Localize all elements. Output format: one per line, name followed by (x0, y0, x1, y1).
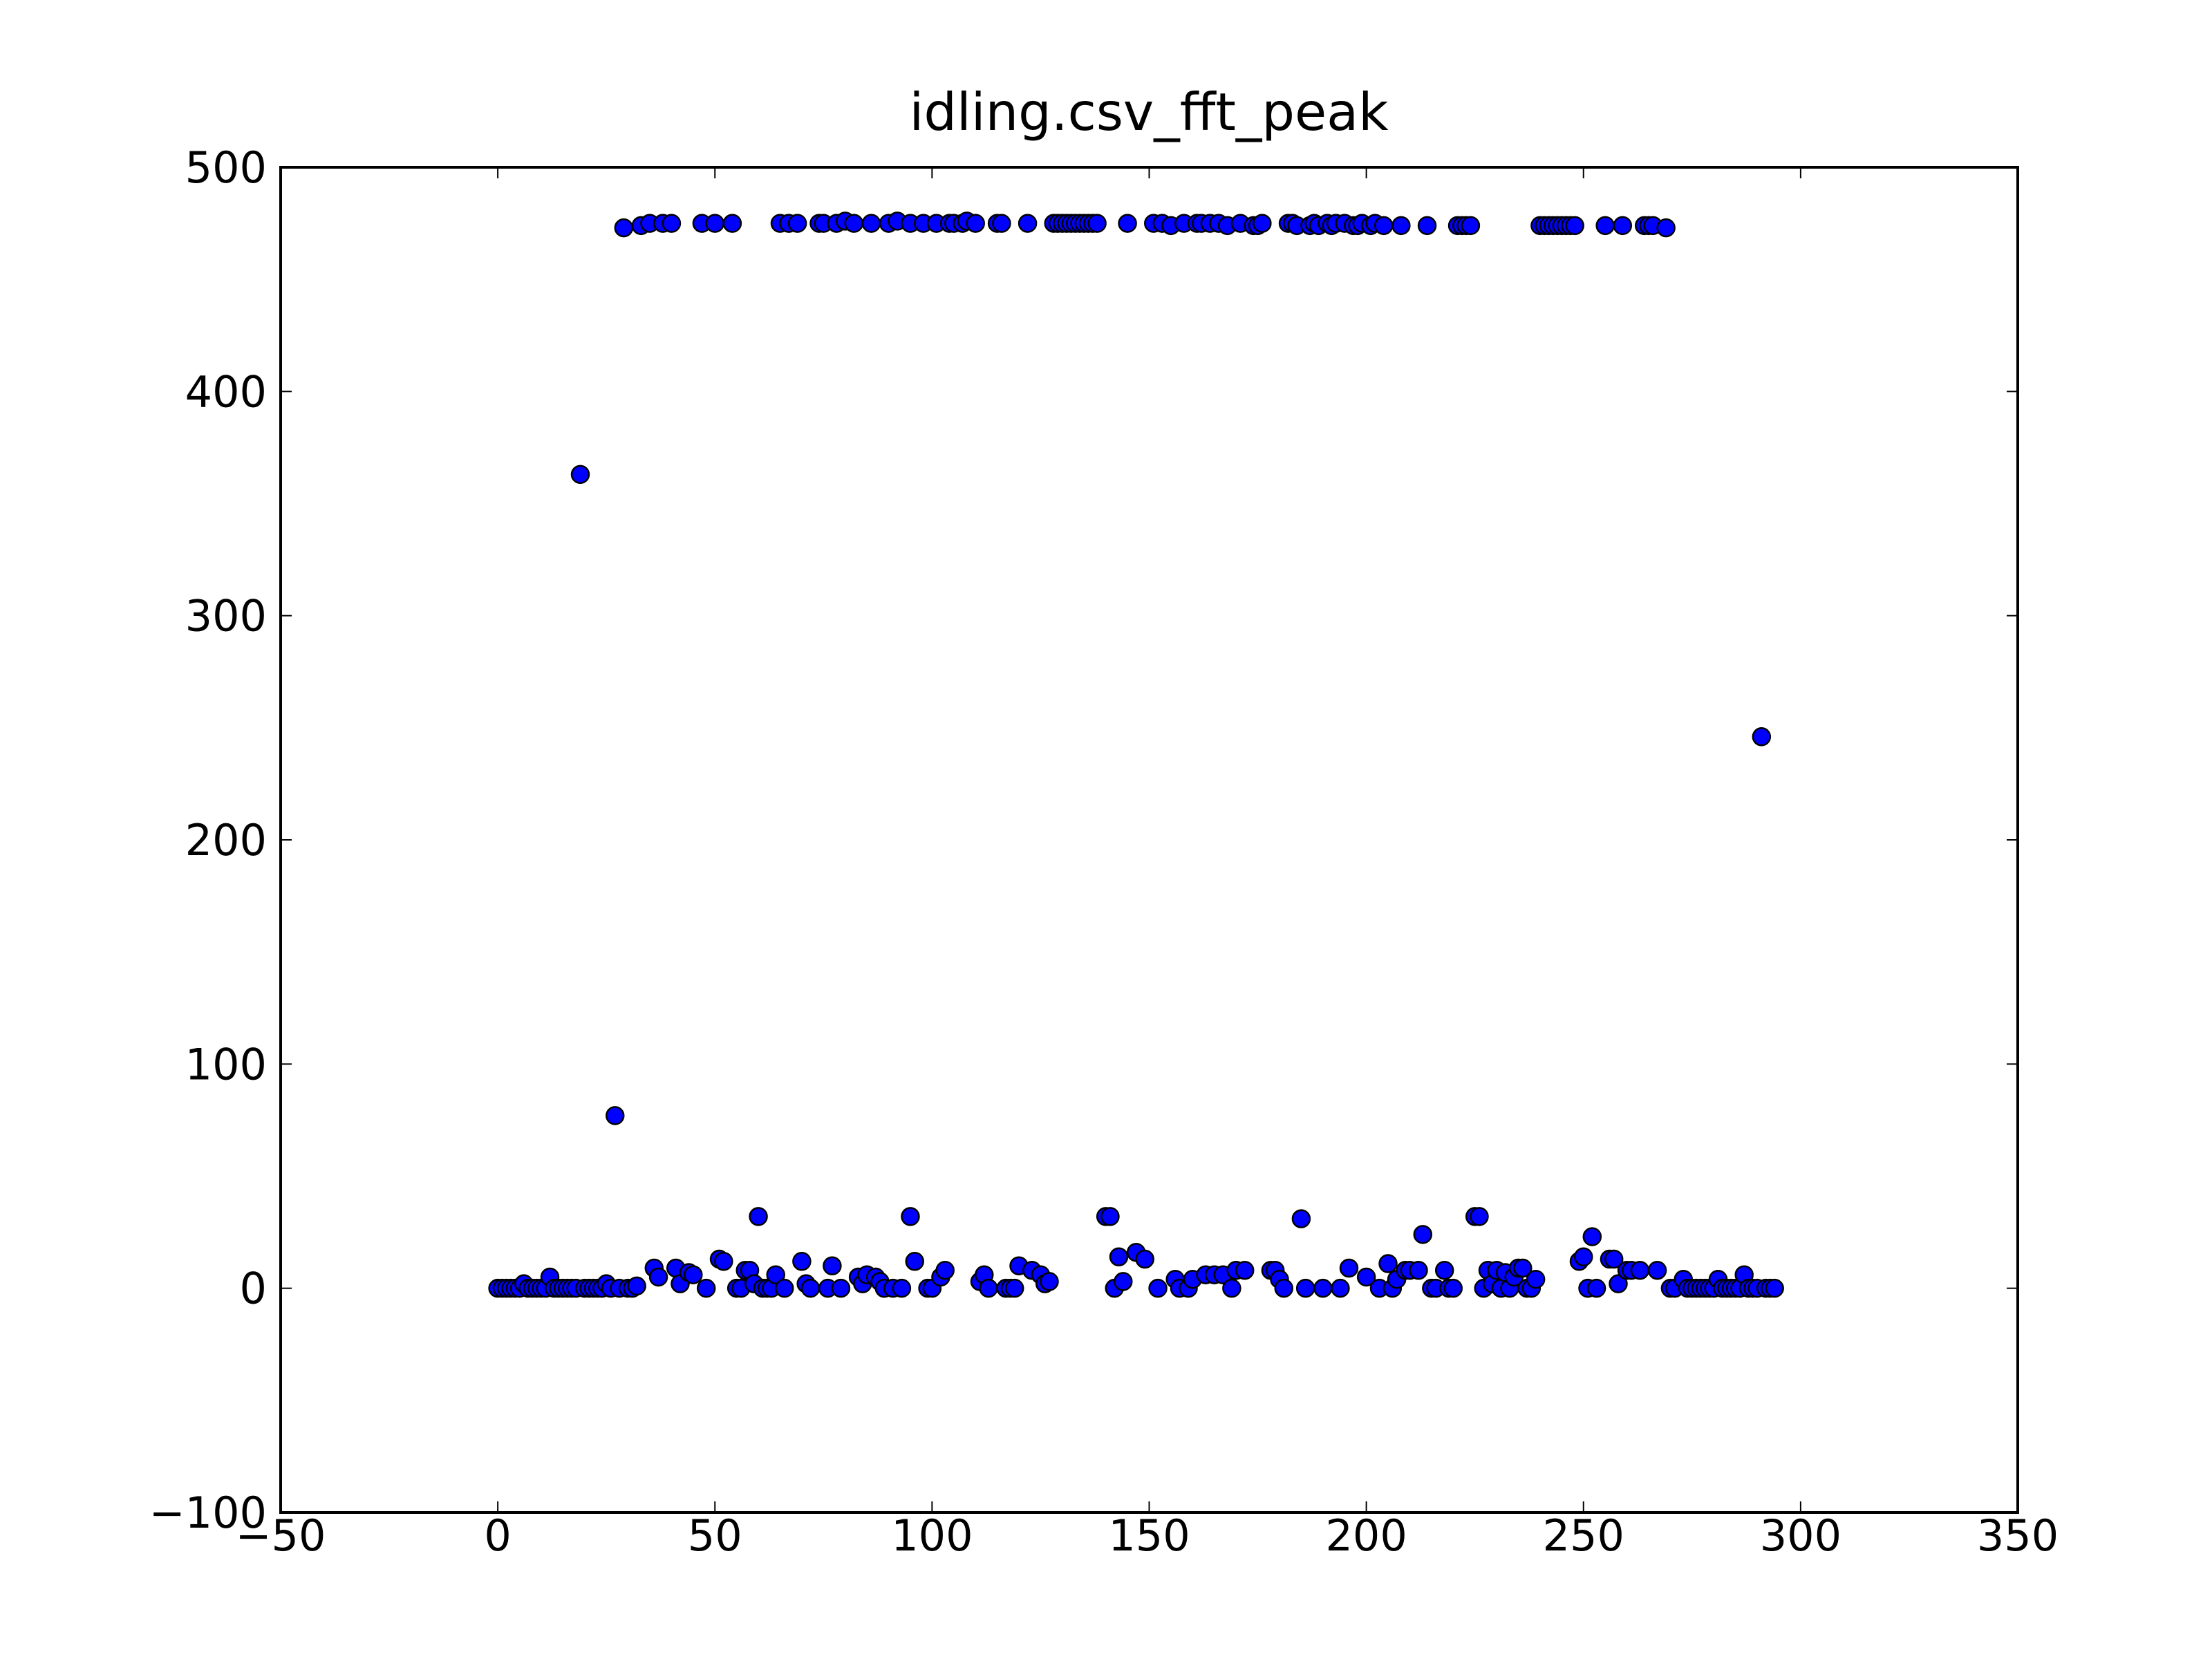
point (1135, 1249, 1154, 1269)
point (1018, 214, 1038, 233)
point (1765, 1278, 1784, 1298)
point (1656, 218, 1676, 238)
y-tick-label: 300 (185, 591, 267, 641)
point (696, 1278, 716, 1298)
point (1004, 1278, 1024, 1298)
point (792, 1251, 812, 1271)
point (1114, 1272, 1133, 1291)
point (684, 1265, 703, 1284)
point (1470, 1207, 1489, 1226)
point (979, 1278, 998, 1298)
x-tick-label: 350 (1977, 1510, 2059, 1561)
point (1595, 216, 1615, 236)
point (1752, 727, 1772, 747)
point (1630, 1260, 1650, 1280)
point (1040, 1272, 1059, 1291)
point (1434, 1260, 1454, 1280)
point (1118, 214, 1137, 233)
point (722, 214, 742, 233)
point (1235, 1260, 1255, 1280)
point (648, 1267, 668, 1287)
point (831, 1278, 851, 1298)
point (775, 1278, 794, 1298)
point (1613, 216, 1633, 236)
chart-title: idling.csv_fft_peak (909, 82, 1389, 142)
point (714, 1251, 733, 1271)
point (570, 465, 590, 485)
point (1313, 1278, 1333, 1298)
x-tick-label: 0 (484, 1510, 511, 1561)
x-tick-label: 300 (1760, 1510, 1841, 1561)
point (662, 214, 682, 233)
point (844, 214, 864, 233)
y-tick-label: −100 (149, 1488, 267, 1538)
point (905, 1251, 924, 1271)
point (1391, 216, 1411, 236)
y-tick-label: 100 (185, 1039, 267, 1089)
y-tick-label: 200 (185, 815, 267, 865)
x-tick-label: 200 (1325, 1510, 1407, 1561)
x-tick-label: 50 (688, 1510, 742, 1561)
point (749, 1207, 768, 1226)
point (1100, 1207, 1120, 1226)
point (861, 214, 881, 233)
point (1109, 1247, 1129, 1267)
point (800, 1278, 821, 1298)
point (1586, 1278, 1606, 1298)
y-tick-label: 400 (185, 366, 267, 417)
point (1513, 1258, 1533, 1278)
point (1378, 1254, 1398, 1273)
point (1291, 1209, 1311, 1228)
point (1582, 1227, 1602, 1246)
x-tick-label: 150 (1108, 1510, 1190, 1561)
point (614, 218, 634, 238)
point (627, 1276, 646, 1296)
point (1574, 1247, 1593, 1267)
point (1374, 216, 1394, 236)
y-tick-label: 500 (185, 142, 267, 193)
point (1148, 1278, 1168, 1298)
point (1413, 1225, 1433, 1244)
point (1295, 1278, 1315, 1298)
point (901, 1207, 920, 1226)
point (1609, 1274, 1628, 1293)
y-tick-label: 0 (240, 1264, 267, 1314)
x-tick-label: 250 (1543, 1510, 1624, 1561)
point (766, 1265, 785, 1284)
point (606, 1106, 625, 1125)
point (935, 1260, 955, 1280)
point (1409, 1260, 1428, 1280)
point (1339, 1258, 1359, 1278)
point (1417, 216, 1437, 236)
point (1331, 1278, 1350, 1298)
point (705, 214, 724, 233)
point (1274, 1278, 1294, 1298)
x-tick-label: 100 (891, 1510, 973, 1561)
point (787, 214, 807, 233)
plot-frame (279, 166, 2019, 1514)
point (1222, 1278, 1241, 1298)
point (1356, 1267, 1376, 1287)
point (1604, 1249, 1624, 1269)
point (966, 214, 985, 233)
point (823, 1256, 842, 1275)
point (1526, 1269, 1546, 1289)
point (1565, 216, 1584, 236)
point (1087, 214, 1107, 233)
point (1461, 216, 1481, 236)
point (892, 1278, 912, 1298)
point (1253, 214, 1272, 233)
point (1647, 1260, 1667, 1280)
x-tick-label: −50 (236, 1510, 326, 1561)
point (1443, 1278, 1463, 1298)
point (992, 214, 1011, 233)
